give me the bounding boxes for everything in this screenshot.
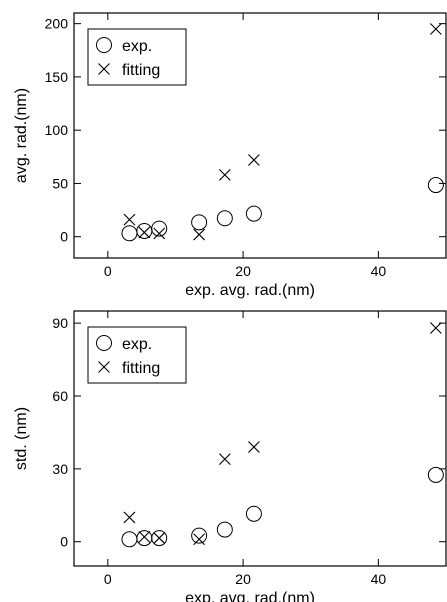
data-point-circle xyxy=(427,466,444,483)
data-point-circle xyxy=(245,205,262,222)
y-tick-label: 90 xyxy=(52,315,68,331)
data-point-x xyxy=(248,154,260,166)
y-tick-label: 50 xyxy=(52,175,68,191)
legend-box xyxy=(87,326,187,384)
plot-frame xyxy=(73,12,447,259)
data-point-circle xyxy=(136,530,153,547)
y-tick-label: 150 xyxy=(45,69,69,85)
data-point-circle xyxy=(427,177,444,194)
legend: exp. fitting xyxy=(87,28,187,86)
data-point-circle xyxy=(245,505,262,522)
legend-marker-circle xyxy=(96,37,112,53)
y-tick-label: 200 xyxy=(45,16,69,32)
x-axis-label: exp. avg. rad.(nm) xyxy=(185,590,315,602)
x-tick-label: 20 xyxy=(235,263,251,279)
series-fitting xyxy=(123,322,442,546)
legend-marker-x xyxy=(98,63,110,75)
x-tick-label: 40 xyxy=(371,263,387,279)
legend: exp. fitting xyxy=(87,326,187,384)
legend-marker-x xyxy=(98,361,110,373)
data-point-x xyxy=(193,533,206,546)
data-point-x xyxy=(248,441,260,453)
y-axis-label: std. (nm) xyxy=(13,407,30,470)
x-axis-label: exp. avg. rad.(nm) xyxy=(185,282,315,299)
data-point-x xyxy=(123,511,136,524)
legend-box xyxy=(87,28,187,86)
chart-1: 0 20 40 0 50 100 150 200 exp. avg. rad.(nm) avg. … xyxy=(13,12,447,299)
chart-2: 0 20 40 0 30 60 90 exp. avg. rad.(nm) std. (nm) e… xyxy=(13,310,447,602)
data-point-circle xyxy=(216,521,233,538)
data-point-x xyxy=(153,227,166,240)
y-tick-label: 30 xyxy=(52,461,68,477)
x-tick-label: 40 xyxy=(371,571,387,587)
data-point-x xyxy=(193,228,206,241)
data-point-x xyxy=(218,453,231,466)
data-point-x xyxy=(429,322,442,334)
legend-label-exp: exp. xyxy=(122,336,152,353)
series-exp xyxy=(121,177,444,242)
data-point-circle xyxy=(121,225,138,242)
data-point-x xyxy=(138,226,151,239)
series-exp xyxy=(121,466,444,548)
data-point-x xyxy=(123,213,136,226)
series-fitting xyxy=(123,23,442,241)
legend-label-fitting: fitting xyxy=(122,360,160,377)
data-point-x xyxy=(429,23,442,35)
data-point-circle xyxy=(121,531,138,548)
legend-label-fitting: fitting xyxy=(122,62,160,79)
y-axis-label: avg. rad.(nm) xyxy=(13,88,30,183)
legend-marker-circle xyxy=(96,335,112,351)
data-point-circle xyxy=(151,530,168,547)
data-point-circle xyxy=(191,527,208,544)
data-point-x xyxy=(218,169,231,181)
x-tick-label: 0 xyxy=(104,571,112,587)
legend-label-exp: exp. xyxy=(122,38,152,55)
data-point-x xyxy=(153,532,166,544)
data-point-circle xyxy=(191,214,208,231)
data-point-circle xyxy=(136,222,153,239)
data-point-circle xyxy=(216,210,233,227)
x-tick-label: 20 xyxy=(235,571,251,587)
data-point-x xyxy=(138,530,151,543)
y-tick-label: 0 xyxy=(60,229,68,245)
data-point-circle xyxy=(151,220,168,237)
y-tick-label: 0 xyxy=(60,534,68,550)
plot-frame xyxy=(73,310,447,567)
x-tick-label: 0 xyxy=(104,263,112,279)
y-tick-label: 60 xyxy=(52,388,68,404)
y-tick-label: 100 xyxy=(45,122,69,138)
